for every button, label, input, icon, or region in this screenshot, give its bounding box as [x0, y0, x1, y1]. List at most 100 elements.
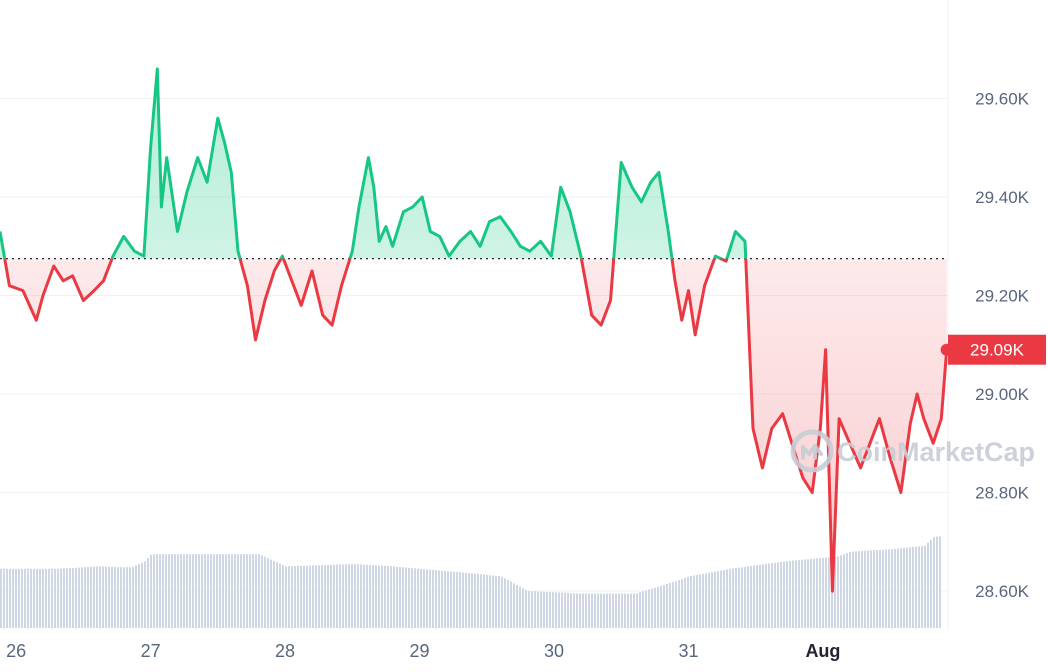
volume-bar — [207, 554, 209, 628]
volume-bar — [135, 565, 137, 628]
volume-bar — [12, 568, 14, 628]
volume-bar — [507, 580, 509, 628]
volume-bar — [162, 554, 164, 628]
volume-bar — [324, 565, 326, 628]
volume-bar — [165, 554, 167, 628]
volume-bar — [300, 565, 302, 628]
volume-bar — [417, 568, 419, 628]
volume-bar — [855, 551, 857, 628]
volume-bar — [93, 566, 95, 628]
volume-bar — [372, 565, 374, 628]
volume-bar — [621, 593, 623, 628]
volume-bar — [537, 591, 539, 628]
volume-bar — [771, 563, 773, 628]
volume-bar — [18, 568, 20, 628]
volume-bar — [516, 584, 518, 628]
volume-bar — [735, 568, 737, 628]
volume-bar — [630, 593, 632, 628]
volume-bar — [879, 549, 881, 628]
volume-bar — [447, 571, 449, 628]
volume-bar — [639, 592, 641, 628]
volume-bar — [681, 579, 683, 628]
volume-bar — [258, 554, 260, 628]
volume-bar — [714, 571, 716, 628]
y-tick-label: 29.60K — [975, 90, 1030, 109]
volume-bar — [60, 568, 62, 628]
volume-bar — [369, 564, 371, 628]
volume-bar — [615, 593, 617, 628]
volume-bar — [504, 578, 506, 628]
volume-bar — [129, 567, 131, 628]
volume-bar — [390, 566, 392, 628]
watermark-text: CoinMarketCap — [837, 437, 1035, 467]
volume-bar — [33, 568, 35, 628]
volume-bar — [42, 568, 44, 628]
volume-bar — [120, 567, 122, 628]
volume-bar — [582, 593, 584, 628]
volume-bar — [69, 568, 71, 628]
volume-bar — [513, 583, 515, 628]
volume-bar — [561, 592, 563, 628]
volume-bar — [204, 554, 206, 628]
volume-bar — [468, 573, 470, 628]
current-price-badge: 29.09K — [948, 334, 1046, 365]
volume-bar — [918, 546, 920, 628]
volume-bar — [381, 565, 383, 628]
volume-bar — [309, 565, 311, 628]
volume-bar — [909, 547, 911, 628]
volume-bar — [807, 559, 809, 628]
volume-bar — [255, 554, 257, 628]
volume-bar — [87, 567, 89, 628]
volume-bar — [780, 561, 782, 628]
volume-bar — [576, 593, 578, 628]
volume-bar — [690, 576, 692, 628]
volume-bar — [273, 560, 275, 628]
volume-bar — [900, 548, 902, 628]
y-tick-label: 28.80K — [975, 484, 1030, 503]
volume-bar — [225, 554, 227, 628]
volume-bar — [876, 550, 878, 628]
x-tick-label: 29 — [410, 641, 430, 661]
volume-bar — [84, 567, 86, 628]
volume-bar — [645, 590, 647, 628]
volume-bar — [594, 593, 596, 628]
volume-bar — [75, 567, 77, 628]
price-line-up — [0, 67, 748, 259]
volume-bar — [786, 561, 788, 628]
volume-bar — [798, 560, 800, 628]
volume-bar — [837, 556, 839, 628]
volume-bar — [597, 593, 599, 628]
volume-bar — [111, 566, 113, 628]
volume-bar — [498, 576, 500, 628]
volume-bar — [3, 568, 5, 628]
volume-bar — [921, 546, 923, 628]
volume-bar — [303, 565, 305, 628]
volume-bar — [144, 561, 146, 628]
volume-bar — [198, 554, 200, 628]
volume-bar — [891, 549, 893, 628]
x-tick-label: 31 — [678, 641, 698, 661]
volume-bar — [36, 568, 38, 628]
volume-bar — [699, 574, 701, 628]
volume-bar — [840, 555, 842, 628]
volume-bar — [483, 574, 485, 628]
volume-bar — [102, 566, 104, 628]
volume-bar — [603, 593, 605, 628]
volume-bar — [267, 558, 269, 628]
volume-bar — [708, 572, 710, 628]
volume-bar — [867, 550, 869, 628]
volume-bar — [243, 554, 245, 628]
current-price-label: 29.09K — [970, 341, 1025, 360]
volume-bar — [459, 572, 461, 628]
y-tick-label: 29.00K — [975, 385, 1030, 404]
volume-bar — [126, 567, 128, 628]
volume-bar — [387, 566, 389, 628]
volume-bar — [783, 561, 785, 628]
volume-bar — [534, 591, 536, 628]
volume-bar — [363, 564, 365, 628]
volume-bar — [816, 558, 818, 628]
volume-bar — [330, 564, 332, 628]
volume-bar — [30, 568, 32, 628]
volume-bar — [117, 567, 119, 628]
volume-bar — [675, 581, 677, 628]
